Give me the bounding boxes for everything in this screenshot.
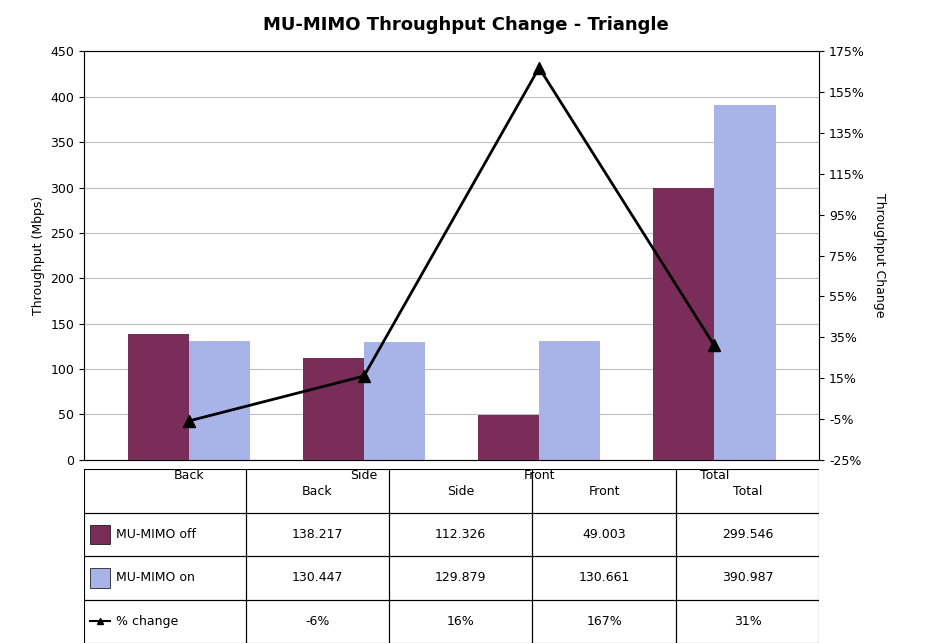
Text: 129.879: 129.879 (435, 572, 487, 584)
Y-axis label: Throughput Change: Throughput Change (872, 194, 885, 318)
Bar (303, 358, 364, 460)
Bar (364, 342, 425, 460)
Text: 138.217: 138.217 (291, 528, 343, 541)
Text: 49.003: 49.003 (582, 528, 626, 541)
Text: 130.447: 130.447 (291, 572, 343, 584)
Bar (89, 525, 110, 544)
Bar (653, 188, 714, 460)
Text: 167%: 167% (587, 615, 622, 628)
Text: 130.661: 130.661 (578, 572, 630, 584)
Text: 16%: 16% (447, 615, 475, 628)
Y-axis label: Throughput (Mbps): Throughput (Mbps) (32, 196, 45, 315)
Text: Front: Front (588, 485, 620, 498)
Text: % change: % change (116, 615, 179, 628)
Bar (128, 334, 189, 460)
Bar (478, 415, 539, 460)
Bar (189, 341, 250, 460)
Text: Back: Back (302, 485, 332, 498)
Text: 299.546: 299.546 (722, 528, 774, 541)
Bar (714, 105, 776, 460)
Text: MU-MIMO Throughput Change - Triangle: MU-MIMO Throughput Change - Triangle (263, 16, 668, 34)
Text: 390.987: 390.987 (722, 572, 774, 584)
Text: -6%: -6% (305, 615, 330, 628)
Text: 31%: 31% (734, 615, 762, 628)
Bar (539, 341, 600, 460)
Bar (89, 568, 110, 588)
Text: Side: Side (447, 485, 475, 498)
Text: MU-MIMO off: MU-MIMO off (116, 528, 196, 541)
Text: MU-MIMO on: MU-MIMO on (116, 572, 195, 584)
Text: Total: Total (733, 485, 762, 498)
Text: 112.326: 112.326 (435, 528, 486, 541)
